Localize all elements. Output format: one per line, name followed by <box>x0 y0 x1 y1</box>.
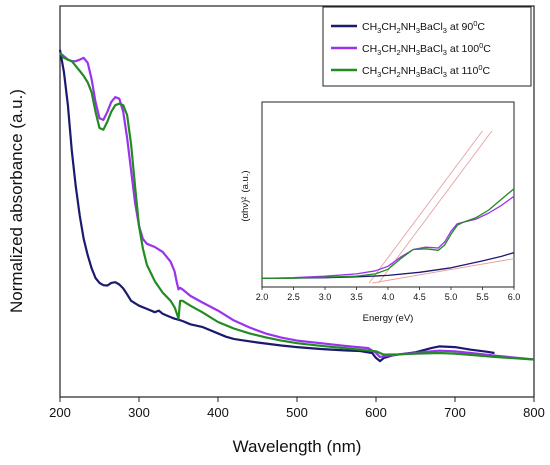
inset-y-axis-unit: (a.u.) <box>240 170 251 192</box>
main-x-tick-label: 200 <box>49 405 71 420</box>
main-series-line-3 <box>59 52 535 361</box>
inset-fit-line-2 <box>378 130 493 284</box>
inset-x-tick-label: 2.0 <box>256 292 269 302</box>
inset-series-line-2 <box>261 195 515 280</box>
main-x-tick-label: 600 <box>365 405 387 420</box>
legend-box <box>322 6 532 87</box>
inset-x-tick-label: 4.0 <box>382 292 395 302</box>
inset-x-ticks: 2.0 2.5 3.0 3.5 4.0 4.5 5.0 5.5 6.0 <box>256 287 521 302</box>
main-x-tick-label: 700 <box>444 405 466 420</box>
legend-label-3: CH3CH2NH3BaCl3 at 1100C <box>362 63 490 79</box>
main-x-tick-label: 800 <box>523 405 545 420</box>
legend: CH3CH2NH3BaCl3 at 900C CH3CH2NH3BaCl3 at … <box>322 6 532 87</box>
main-y-axis-title: Normalized absorbance (a.u.) <box>7 89 26 313</box>
legend-items: CH3CH2NH3BaCl3 at 900C CH3CH2NH3BaCl3 at … <box>331 19 491 79</box>
main-x-tick-label: 300 <box>128 405 150 420</box>
inset-plot-frame <box>261 101 515 288</box>
inset-chart: 2.0 2.5 3.0 3.5 4.0 4.5 5.0 5.5 6.0 Energy (eV) … <box>240 101 521 324</box>
inset-x-tick-label: 5.0 <box>445 292 458 302</box>
legend-label-2: CH3CH2NH3BaCl3 at 1000C <box>362 41 491 57</box>
inset-y-axis-title: (αhν)² (a.u.) <box>240 170 251 221</box>
inset-x-tick-label: 3.5 <box>350 292 363 302</box>
main-series-line-1 <box>58 49 495 363</box>
inset-x-tick-label: 5.5 <box>476 292 489 302</box>
inset-x-axis-title: Energy (eV) <box>363 313 414 324</box>
inset-series-group <box>261 188 515 280</box>
main-x-tick-label: 400 <box>207 405 229 420</box>
legend-label-1: CH3CH2NH3BaCl3 at 900C <box>362 19 485 35</box>
inset-y-axis-symbol: (αhν)² <box>240 197 251 222</box>
inset-x-tick-label: 2.5 <box>287 292 300 302</box>
inset-x-tick-label: 3.0 <box>319 292 332 302</box>
main-x-axis-title: Wavelength (nm) <box>233 437 362 456</box>
main-x-tick-label: 500 <box>286 405 308 420</box>
inset-x-tick-label: 6.0 <box>508 292 521 302</box>
inset-fit-lines <box>368 130 515 284</box>
main-series-group <box>58 49 535 363</box>
inset-series-line-3 <box>261 188 515 280</box>
inset-x-tick-label: 4.5 <box>413 292 426 302</box>
inset-fit-line-1 <box>368 130 483 284</box>
main-series-line-2 <box>59 52 535 361</box>
main-x-ticks: 200 300 400 500 600 700 800 <box>49 397 545 420</box>
inset-fit-line-3 <box>372 258 515 284</box>
